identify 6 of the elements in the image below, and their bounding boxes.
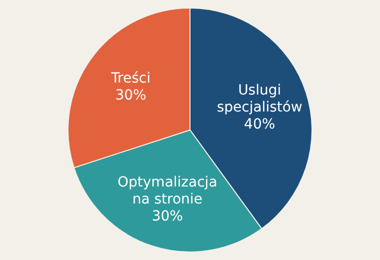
data-label: 30% <box>115 87 146 104</box>
slice-label: Treści <box>110 70 150 86</box>
data-label: 30% <box>152 208 183 224</box>
data-label: 40% <box>244 116 276 132</box>
slice-label: Uslugi specjalistów <box>216 82 302 116</box>
slice-label: Optymalizacja na stronie <box>117 174 218 208</box>
